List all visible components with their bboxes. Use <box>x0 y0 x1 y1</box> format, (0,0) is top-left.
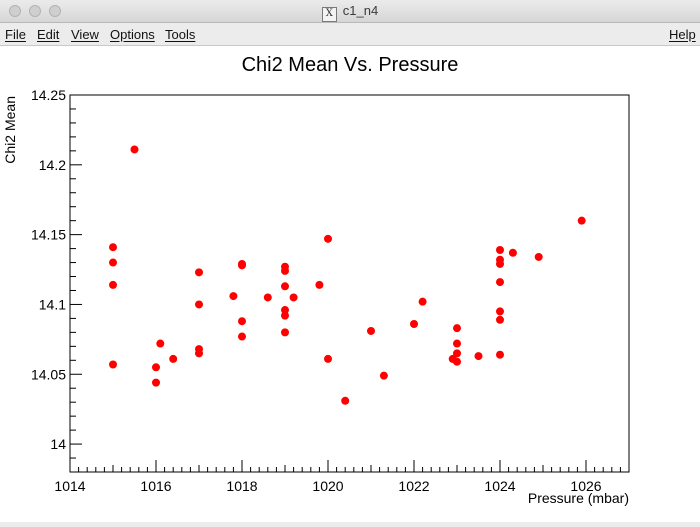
data-point <box>496 315 504 324</box>
data-point <box>238 332 246 341</box>
data-point <box>130 145 139 154</box>
menu-edit[interactable]: Edit <box>37 27 60 42</box>
data-point <box>195 268 203 277</box>
data-point <box>341 396 350 405</box>
data-point <box>379 371 388 380</box>
data-point <box>453 324 461 333</box>
data-point <box>418 297 427 306</box>
x-tick-label: 1020 <box>312 478 343 494</box>
data-point <box>152 363 160 372</box>
data-point <box>109 258 117 267</box>
data-point <box>109 280 117 289</box>
menu-help[interactable]: Help <box>669 27 696 42</box>
menu-tools[interactable]: Tools <box>165 27 196 42</box>
x-tick-label: 1022 <box>398 478 429 494</box>
close-button[interactable] <box>9 5 21 17</box>
y-tick-label: 14.15 <box>31 227 66 243</box>
zoom-button[interactable] <box>49 5 61 17</box>
data-point <box>496 259 504 268</box>
plot-frame <box>69 94 630 473</box>
data-point <box>315 280 324 289</box>
y-tick-label: 14 <box>50 436 66 452</box>
data-point <box>281 306 289 315</box>
data-point <box>534 252 543 261</box>
menu-options[interactable]: Options <box>110 27 155 42</box>
x-axis-label: Pressure (mbar) <box>528 490 629 506</box>
data-point <box>577 216 586 225</box>
plot-canvas[interactable]: Chi2 Mean Vs. Pressure Pressure (mbar) C… <box>0 46 700 522</box>
data-point <box>169 354 178 363</box>
data-point <box>496 278 504 287</box>
data-point <box>453 349 461 358</box>
window-title: c1_n4 <box>342 3 379 18</box>
axes: 1014 1016 1018 1020 1022 1024 1026 14 14.05 14.1 1… <box>31 87 630 494</box>
data-point <box>156 339 165 348</box>
x-tick-label: 1018 <box>226 478 257 494</box>
x-tick-label: 1016 <box>140 478 171 494</box>
data-point <box>263 293 272 302</box>
data-point <box>324 234 332 243</box>
data-point <box>410 319 418 328</box>
data-point <box>238 261 246 270</box>
data-point <box>281 282 289 291</box>
x-tick-label: 1024 <box>484 478 515 494</box>
data-point <box>281 266 289 275</box>
y-tick-label: 14.25 <box>31 87 66 103</box>
data-point <box>496 350 504 359</box>
menubar: File Edit View Options Tools Help <box>0 23 700 46</box>
scatter-chart: Chi2 Mean Vs. Pressure Pressure (mbar) C… <box>2 54 630 506</box>
data-point <box>324 354 332 363</box>
menu-view[interactable]: View <box>71 27 99 42</box>
data-point <box>289 293 298 302</box>
data-point <box>496 245 504 254</box>
y-axis-label: Chi2 Mean <box>2 96 18 164</box>
data-point <box>474 352 483 361</box>
x-tick-label: 1026 <box>570 478 601 494</box>
data-point <box>109 243 117 252</box>
menu-file[interactable]: File <box>5 27 26 42</box>
data-point <box>229 292 238 301</box>
data-point <box>195 300 203 309</box>
data-point <box>453 357 461 366</box>
data-point <box>453 339 461 348</box>
chart-title: Chi2 Mean Vs. Pressure <box>242 54 459 76</box>
data-point <box>109 360 117 369</box>
data-point <box>367 326 375 335</box>
data-point <box>195 349 203 358</box>
y-tick-label: 14.05 <box>31 366 66 382</box>
y-tick-label: 14.2 <box>39 157 66 173</box>
x11-icon: X <box>321 7 337 22</box>
data-point <box>281 328 289 337</box>
data-point <box>238 317 246 326</box>
minimize-button[interactable] <box>29 5 41 17</box>
data-point <box>508 248 517 257</box>
data-point <box>281 311 289 320</box>
data-point <box>496 307 504 316</box>
y-tick-label: 14.1 <box>39 296 66 312</box>
data-points <box>109 145 586 405</box>
data-point <box>152 378 160 387</box>
x-tick-label: 1014 <box>54 478 85 494</box>
